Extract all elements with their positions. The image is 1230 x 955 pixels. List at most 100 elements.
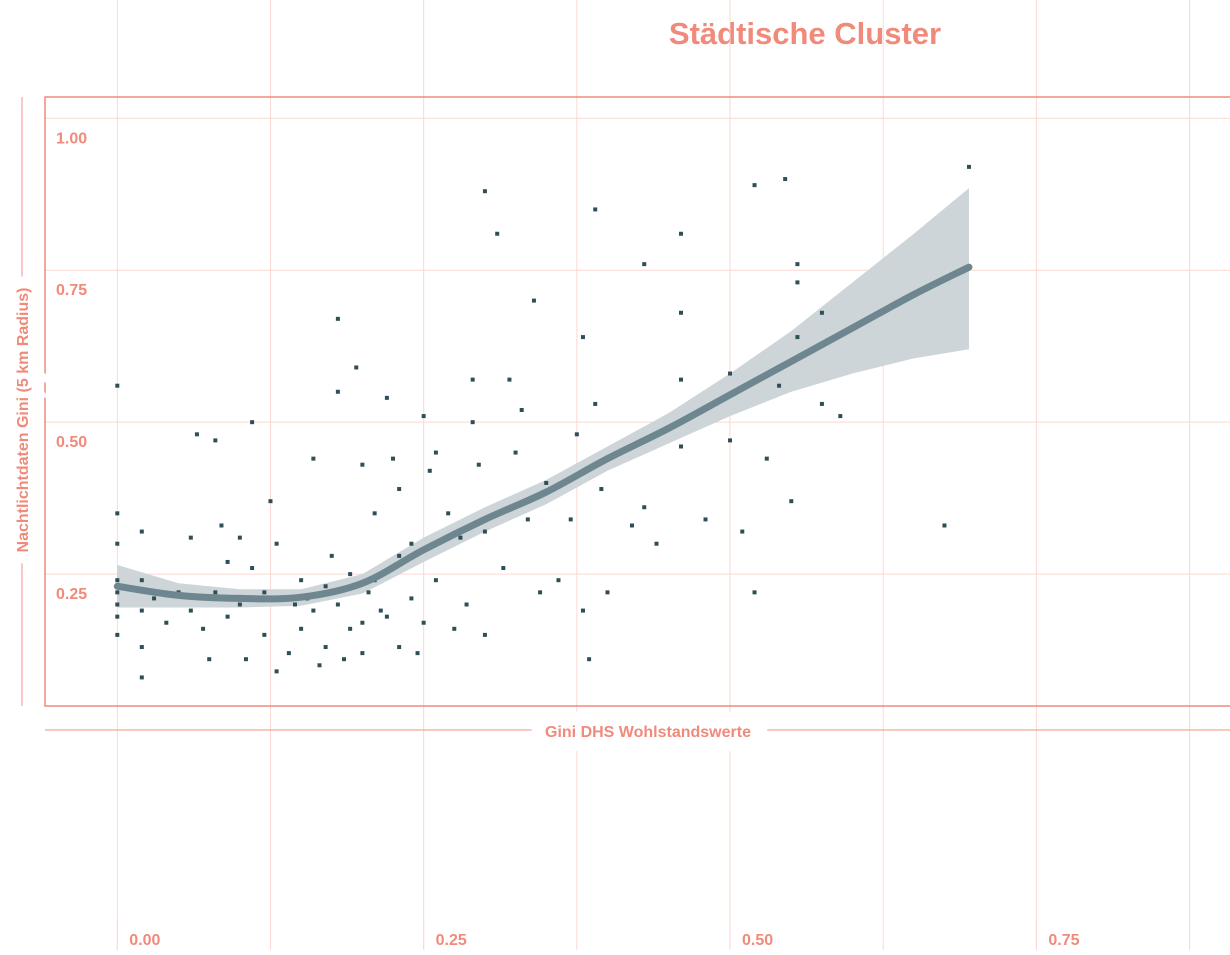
x-tick-label: 0.00 [129,932,160,949]
scatter-point [115,383,120,388]
scatter-point [942,523,947,528]
scatter-point [262,590,267,595]
scatter-point [482,189,487,194]
scatter-point [194,432,199,437]
scatter-point [777,383,782,388]
scatter-point [966,164,971,169]
y-tick-label: 1.00 [56,130,87,147]
scatter-point [354,365,359,370]
scatter-point [115,541,120,546]
scatter-point [409,596,414,601]
scatter-point [470,377,475,382]
scatter-point [372,511,377,516]
scatter-point [838,414,843,419]
scatter-point [605,590,610,595]
scatter-point [538,590,543,595]
y-tick-label: 0.50 [56,434,87,451]
scatter-point [513,450,518,455]
scatter-point [292,602,297,607]
scatter-point [360,462,365,467]
scatter-point [219,523,224,528]
scatter-point [728,371,733,376]
scatter-point [789,499,794,504]
scatter-point [495,231,500,236]
fit-line [113,263,973,603]
scatter-point [501,566,506,571]
scatter-point [728,438,733,443]
scatter-point [164,620,169,625]
scatter-point [115,590,120,595]
scatter-point [237,535,242,540]
scatter-point [323,645,328,650]
scatter-point [446,511,451,516]
scatter-point [476,462,481,467]
chart-title: Städtische Cluster [669,16,941,51]
scatter-point [342,657,347,662]
x-tick-label: 0.75 [1048,932,1079,949]
scatter-point [629,523,634,528]
scatter-point [433,578,438,583]
scatter-point [250,420,255,425]
scatter-point [482,529,487,534]
scatter-point [679,231,684,236]
scatter-point [464,602,469,607]
scatter-point [115,578,120,583]
scatter-point [507,377,512,382]
scatter-point [415,651,420,656]
scatter-point [115,632,120,637]
scatter-point [384,614,389,619]
scatter-point [427,468,432,473]
scatter-point [237,602,242,607]
scatter-point [115,511,120,516]
scatter-point [703,517,708,522]
x-axis-label: Gini DHS Wohlstandswerte [545,724,751,741]
scatter-point [593,401,598,406]
scatter-point [378,608,383,613]
scatter-point [225,559,230,564]
scatter-point [323,584,328,589]
scatter-point [599,487,604,492]
scatter-point [795,280,800,285]
scatter-point [568,517,573,522]
scatter-point [679,377,684,382]
scatter-point [139,608,144,613]
scatter-point [329,553,334,558]
scatter-point [764,456,769,461]
scatter-point [250,566,255,571]
scatter-point [482,632,487,637]
scatter-point [213,590,218,595]
scatter-point [397,487,402,492]
scatter-point [421,414,426,419]
scatter-point [752,590,757,595]
scatter-point [819,310,824,315]
scatter-point [519,408,524,413]
scatter-point [311,456,316,461]
scatter-point [783,177,788,182]
scatter-point [531,298,536,303]
scatter-point [795,262,800,267]
scatter-point [268,499,273,504]
scatter-point [642,262,647,267]
scatter-point [752,183,757,188]
scatter-point [348,572,353,577]
scatter-point [452,626,457,631]
scatter-point [139,529,144,534]
scatter-point [593,207,598,212]
scatter-point [335,602,340,607]
scatter-point [311,608,316,613]
scatter-point [243,657,248,662]
scatter-point [433,450,438,455]
scatter-point [642,505,647,510]
scatter-point [139,645,144,650]
scatter-point [574,432,579,437]
scatter-point [335,389,340,394]
scatter-point [654,541,659,546]
scatter-point [544,480,549,485]
scatter-point [188,535,193,540]
scatter-point [819,401,824,406]
scatter-point [366,590,371,595]
scatter-point [188,608,193,613]
scatter-point [580,608,585,613]
scatter-point [679,310,684,315]
scatter-point [262,632,267,637]
